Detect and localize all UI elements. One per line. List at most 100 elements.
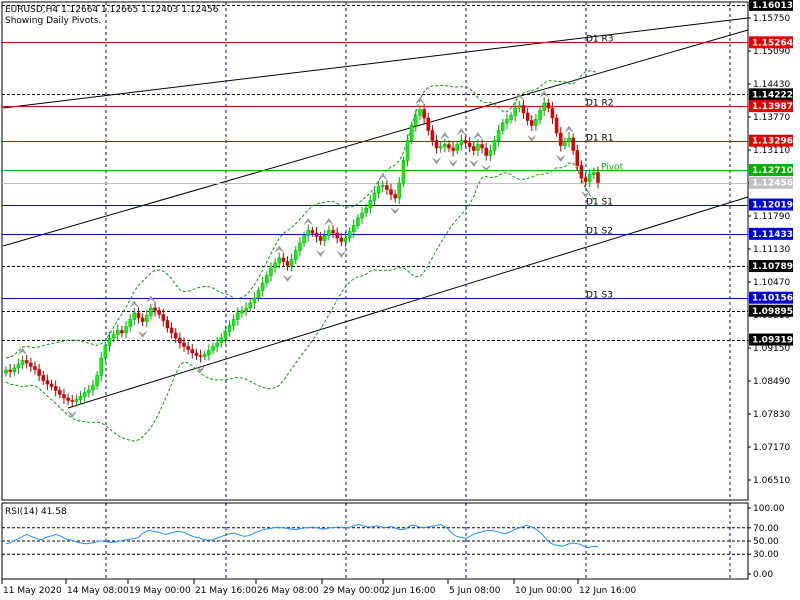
rsi-label: RSI(14) 41.58 (5, 507, 67, 517)
fractal-down-marker (469, 160, 479, 167)
bollinger-bands (5, 70, 599, 442)
main-chart-frame (1, 1, 749, 501)
fractal-down-marker (448, 160, 458, 167)
candle-body (488, 150, 493, 156)
candle-body (409, 125, 414, 141)
fractal-down-marker (482, 165, 491, 172)
pivot-name-label: D1 R2 (586, 99, 614, 109)
price-tick-label: 1.13770 (753, 113, 790, 123)
candle-body (542, 102, 546, 111)
candle-body (422, 109, 426, 119)
candle-body (521, 105, 526, 114)
candle-body (107, 337, 112, 346)
candle-body (91, 385, 95, 391)
pivot-price-tag-text: 1.11433 (752, 230, 793, 240)
candle-body (4, 369, 8, 374)
candle-body (451, 147, 455, 151)
level-price-tag-text: 1.09895 (752, 307, 793, 317)
current-price-tag-text: 1.12456 (752, 179, 793, 189)
price-tick-label: 1.08490 (753, 377, 790, 387)
fractal-up-marker (457, 128, 466, 135)
pivot-price-tag (749, 291, 793, 304)
fractal-up-marker (515, 93, 524, 100)
candle-body (405, 140, 410, 161)
candle-body (455, 144, 459, 151)
candle-body (33, 366, 37, 370)
candle-body (430, 130, 435, 141)
fractal-down-marker (527, 135, 536, 142)
candle-body (58, 390, 62, 395)
time-tick-label: 29 May 00:00 (323, 586, 385, 596)
level-price-tag-text: 1.10789 (752, 262, 793, 272)
candle-body (339, 237, 344, 242)
rsi-line (5, 523, 599, 549)
candle-body (16, 364, 21, 369)
candle-body (124, 326, 128, 334)
candle-body (45, 380, 50, 385)
price-tick-label: 1.09150 (753, 344, 790, 354)
fractal-down-marker (556, 155, 565, 162)
channel-upper-line[interactable] (2, 17, 749, 109)
pivot-price-tag (749, 36, 793, 49)
candle-body (414, 115, 418, 126)
pivot-price-tag-text: 1.10156 (752, 294, 793, 304)
candle-body (53, 386, 58, 391)
pivot-price-tag-text: 1.13987 (752, 102, 793, 112)
price-tick-label: 1.07170 (753, 443, 790, 453)
candle-body (252, 297, 257, 304)
price-tick-label: 1.15750 (753, 14, 790, 24)
price-axis: 1.15750 1.15090 1.14430 1.13770 1.13110 1.124… (748, 14, 790, 486)
bollinger-upper (5, 70, 599, 359)
candle-body (554, 117, 559, 134)
candle-body (157, 310, 161, 315)
candle-body (575, 150, 580, 166)
channel-bottom-line[interactable] (67, 196, 749, 409)
candle-body (215, 342, 219, 347)
level-lines: D1 R3 D1 R2 D1 R1 Pivot D1 S1 D1 S2 D1 S3 (2, 5, 748, 341)
candle-body (173, 332, 178, 339)
time-tick-label: 11 May 2020 (3, 586, 62, 596)
candle-body (285, 261, 290, 266)
fractal-up-marker (378, 173, 387, 180)
candle-body (563, 141, 567, 146)
candle-body (227, 325, 232, 332)
candle-body (467, 142, 472, 147)
pivot-name-label: D1 S3 (586, 291, 613, 301)
fractal-up-marker (275, 245, 284, 253)
candle-body (207, 350, 211, 355)
level-price-tag-text: 1.09319 (752, 336, 793, 346)
candle-body (62, 394, 66, 399)
candle-body (289, 259, 294, 266)
candle-body (273, 262, 277, 269)
candle-body (306, 230, 310, 236)
candle-body (202, 354, 207, 357)
candle-body (37, 369, 41, 376)
candle-body (186, 346, 190, 350)
candle-body (74, 399, 79, 402)
candle-body (318, 236, 323, 241)
candle-body (298, 242, 302, 251)
candle-body (190, 349, 195, 354)
candle-body (372, 192, 377, 201)
candle-body (501, 122, 505, 131)
level-price-tag (749, 260, 793, 273)
candle-body (20, 360, 25, 365)
candle-body (596, 172, 600, 183)
candle-body (380, 185, 385, 187)
channel-lower-line[interactable] (2, 29, 749, 247)
fractal-down-marker (196, 366, 205, 373)
candle-body (116, 330, 120, 335)
candle-body (534, 119, 538, 126)
candle-body (459, 140, 464, 145)
price-tick-label: 1.11790 (753, 212, 790, 222)
candle-body (194, 352, 199, 356)
price-labels: 1.16013 1.14222 1.10789 1.09895 1.09319 1.152… (749, 0, 793, 346)
price-tick-label: 1.11130 (753, 245, 790, 255)
candle-body (509, 115, 513, 120)
candle-body (78, 396, 83, 400)
candle-body (583, 177, 588, 182)
time-tick-label: 10 Jun 00:00 (515, 586, 572, 596)
candle-body (41, 375, 46, 381)
time-tick-label: 26 May 08:00 (257, 586, 319, 596)
fractal-down-marker (138, 331, 147, 338)
